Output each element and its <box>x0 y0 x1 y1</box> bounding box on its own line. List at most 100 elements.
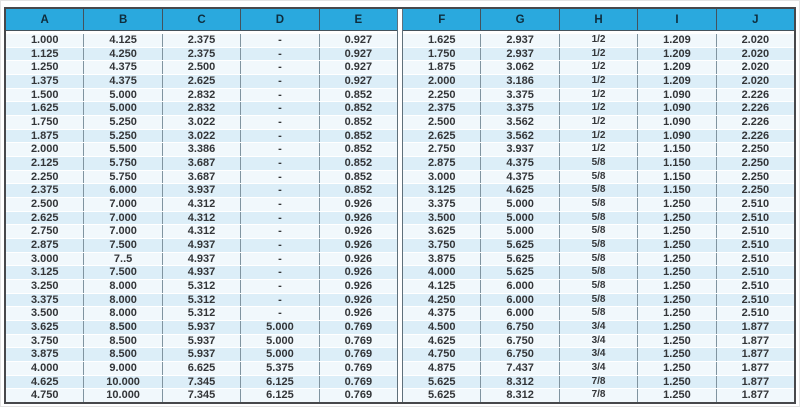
table-cell: 3.562 <box>480 116 558 129</box>
table-cell: - <box>240 88 318 102</box>
table-cell: 6.000 <box>480 307 558 321</box>
table-cell: 1.150 <box>637 184 715 198</box>
table-cell: 4.937 <box>161 239 240 252</box>
table-row: 2.000 5.500 3.386-0.852 <box>6 143 397 158</box>
table-cell: 4.750 <box>30 389 59 402</box>
table-cell: 1.250 <box>637 211 715 225</box>
table-cell: 2.250 <box>715 184 794 198</box>
table-row: 4.000 5.625 5/8 1.250 2.510 <box>403 266 794 281</box>
table-cell: 5/8 <box>558 239 637 252</box>
table-cell: - <box>240 184 318 198</box>
table-cell: 5/8 <box>558 280 637 293</box>
table-cell: 5.500 <box>83 143 161 157</box>
table-cell: 1.750 <box>427 47 456 60</box>
table-row: 2.000 3.186 1/2 1.209 2.020 <box>403 75 794 89</box>
table-cell: - <box>240 266 318 280</box>
table-cell: 0.926 <box>318 211 397 225</box>
table-cell: 2.510 <box>715 239 794 252</box>
table-cell: 3.750 <box>427 238 456 251</box>
table-cell: 2.625 <box>427 129 456 142</box>
table-row: 4.875 7.437 3/4 1.250 1.877 <box>403 362 794 376</box>
table-cell: 1.250 <box>637 307 715 321</box>
table-cell: 2.750 <box>427 143 456 156</box>
table-cell: 5/8 <box>558 157 637 170</box>
table-row: 2.625 3.562 1/2 1.090 2.226 <box>403 129 794 144</box>
table-cell: 5.937 <box>161 321 240 334</box>
table-row: 4.000 9.000 6.625 5.375 0.769 <box>6 362 397 376</box>
table-cell: 4.312 <box>161 198 240 211</box>
table-cell: 3.562 <box>480 129 558 143</box>
table-cell: 6.000 <box>480 280 558 293</box>
table-cell: 4.250 <box>427 293 456 306</box>
table-cell: 3.022 <box>161 129 240 143</box>
table-cell: 3.937 <box>161 184 240 198</box>
table-cell: 10.000 <box>83 375 161 389</box>
table-cell: 5.375 <box>240 362 318 375</box>
table-left-half: A B C D E 1.000 4.125 2.375-0.927 1.125 4.25… <box>6 9 397 403</box>
table-cell: 2.125 <box>30 156 59 169</box>
table-cell: 1.250 <box>637 375 715 389</box>
table-cell: 2.375 <box>161 47 240 61</box>
table-cell: 1.877 <box>715 321 794 334</box>
table-cell: 4.125 <box>83 34 161 47</box>
table-row: 1.750 5.250 3.022-0.852 <box>6 116 397 130</box>
table-cell: 3.375 <box>480 102 558 116</box>
table-cell: 1.250 <box>637 362 715 375</box>
table-cell: 1.500 <box>30 88 59 101</box>
table-cell: 4.125 <box>427 279 456 292</box>
table-cell: 2.500 <box>30 197 59 210</box>
table-cell: 1.375 <box>30 74 59 87</box>
table-row: 4.750 10.000 7.345 6.125 0.769 <box>6 389 397 403</box>
table-cell: 2.625 <box>30 211 59 224</box>
table-cell: 1.250 <box>637 198 715 211</box>
table-row: 2.500 7.000 4.312-0.926 <box>6 198 397 212</box>
table-cell: 2.937 <box>480 47 558 61</box>
table-cell: 1/2 <box>558 61 637 75</box>
column-header-i: I <box>637 9 715 30</box>
table-cell: 4.000 <box>427 266 456 279</box>
table-cell: 5.750 <box>83 157 161 170</box>
table-cell: 1.625 <box>30 102 59 115</box>
table-cell: - <box>240 116 318 129</box>
table-cell: 1.125 <box>30 47 59 60</box>
table-row: 3.375 5.000 5/8 1.250 2.510 <box>403 198 794 212</box>
table-cell: 1.877 <box>715 362 794 375</box>
table-cell: 7.000 <box>83 198 161 211</box>
table-cell: 5.000 <box>240 334 318 348</box>
table-cell: 1.250 <box>637 334 715 348</box>
table-cell: 1/2 <box>558 47 637 61</box>
table-cell: 0.852 <box>318 88 397 102</box>
table-row: 4.625 10.000 7.345 6.125 0.769 <box>6 375 397 390</box>
table-cell: 6.125 <box>240 375 318 389</box>
header-row-right: F G H I J <box>403 9 794 31</box>
table-cell: - <box>240 157 318 170</box>
table-row: 2.250 3.375 1/2 1.090 2.226 <box>403 88 794 103</box>
table-row: 1.125 4.250 2.375-0.927 <box>6 47 397 62</box>
table-cell: 1.209 <box>637 75 715 88</box>
table-cell: 1.250 <box>30 61 59 74</box>
table-cell: 1.090 <box>637 116 715 129</box>
table-cell: 1.250 <box>637 252 715 266</box>
table-cell: 5.625 <box>427 375 456 388</box>
table-cell: 2.020 <box>715 75 794 88</box>
table-cell: 2.937 <box>480 34 558 47</box>
table-cell: 0.769 <box>318 321 397 334</box>
table-cell: 3.687 <box>161 157 240 170</box>
table-cell: - <box>240 239 318 252</box>
table-cell: 0.769 <box>318 375 397 389</box>
table-cell: 6.625 <box>161 362 240 375</box>
table-cell: 4.375 <box>480 170 558 184</box>
table-row: 4.750 6.750 3/4 1.250 1.877 <box>403 348 794 363</box>
table-row: 2.500 3.562 1/2 1.090 2.226 <box>403 116 794 130</box>
column-header-h: H <box>558 9 637 30</box>
table-cell: 8.500 <box>83 321 161 334</box>
table-row: 3.500 5.000 5/8 1.250 2.510 <box>403 211 794 226</box>
table-cell: 1.877 <box>715 334 794 348</box>
table-row: 2.750 3.937 1/2 1.150 2.250 <box>403 143 794 158</box>
table-cell: 3.250 <box>30 279 59 292</box>
table-cell: 2.250 <box>715 170 794 184</box>
table-cell: 2.226 <box>715 102 794 116</box>
table-cell: 8.312 <box>480 389 558 403</box>
table-row: 2.875 4.375 5/8 1.150 2.250 <box>403 157 794 171</box>
table-cell: 0.852 <box>318 102 397 116</box>
